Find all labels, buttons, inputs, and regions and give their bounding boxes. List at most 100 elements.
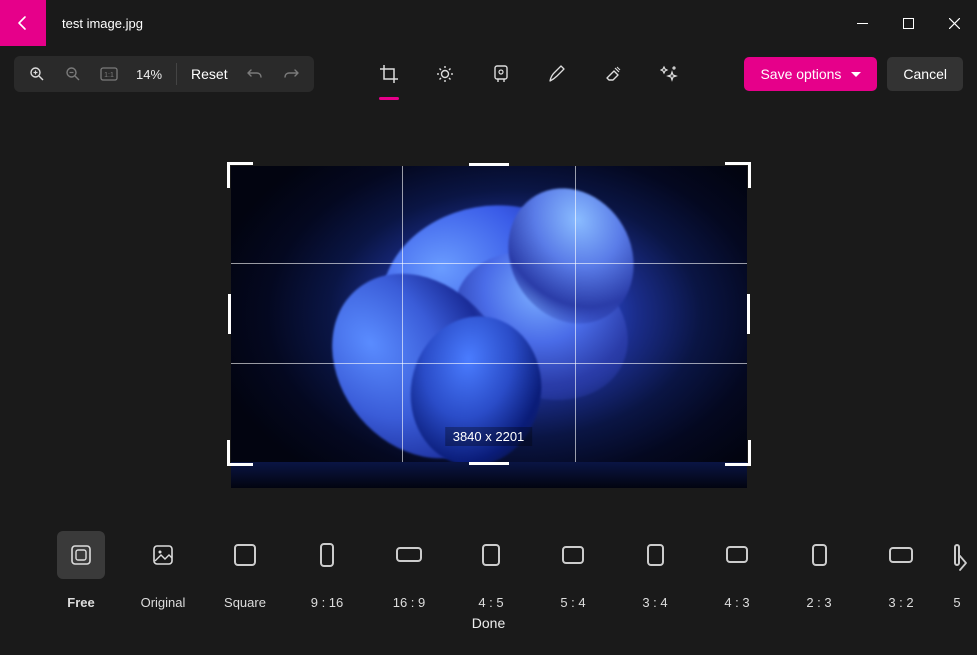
crop-icon: [380, 65, 398, 83]
crop-handle-tr[interactable]: [725, 162, 751, 188]
ratio-4-3[interactable]: 4 : 3: [696, 531, 778, 610]
ratio-icon-wrap: [877, 531, 925, 579]
toolbar: 1:1 14% Reset Save op: [0, 46, 977, 102]
close-button[interactable]: [931, 0, 977, 46]
redo-icon: [283, 66, 299, 82]
eraser-icon: [604, 65, 622, 83]
arrow-left-icon: [15, 15, 31, 31]
fit-icon: 1:1: [100, 67, 118, 81]
ratio-icon-wrap: [221, 531, 269, 579]
image-icon: [152, 544, 174, 566]
ratio-icon-wrap: [57, 531, 105, 579]
ratio-icon-wrap: [549, 531, 597, 579]
markup-tool[interactable]: [539, 54, 575, 94]
ratio-icon-wrap: [303, 531, 351, 579]
chevron-right-icon: [957, 553, 969, 573]
filter-icon: [493, 65, 509, 83]
ratio-16-9[interactable]: 16 : 9: [368, 531, 450, 610]
cancel-button[interactable]: Cancel: [887, 57, 963, 91]
zoom-in-button[interactable]: [20, 57, 54, 91]
aspect-ratio-strip: Free Original Square 9 : 16 16 : 9 4 : 5 5 : 4…: [0, 525, 977, 615]
ratio-shape-icon: [562, 546, 584, 564]
minimize-button[interactable]: [839, 0, 885, 46]
ratio-shape-icon: [647, 544, 664, 566]
ratio-shape-icon: [234, 544, 256, 566]
ratio-icon-wrap: [385, 531, 433, 579]
undo-icon: [247, 66, 263, 82]
crop-handle-top[interactable]: [469, 163, 509, 166]
background-tool[interactable]: [651, 54, 687, 94]
file-name: test image.jpg: [46, 0, 839, 46]
ratio-4-5[interactable]: 4 : 5: [450, 531, 532, 610]
back-button[interactable]: [0, 0, 46, 46]
ratio-label: Original: [141, 595, 186, 610]
filter-tool[interactable]: [483, 54, 519, 94]
ratio-shape-icon: [889, 547, 913, 563]
ratio-icon-wrap: [631, 531, 679, 579]
ratio-label: Square: [224, 595, 266, 610]
ratio-shape-icon: [482, 544, 500, 566]
crop-frame[interactable]: 3840 x 2201: [229, 164, 749, 464]
crop-dimensions: 3840 x 2201: [445, 427, 533, 446]
chevron-down-icon: [851, 72, 861, 77]
window-controls: [839, 0, 977, 46]
grid-line: [231, 263, 747, 264]
ratio-label: 16 : 9: [393, 595, 426, 610]
zoom-percent: 14%: [128, 67, 170, 82]
reset-button[interactable]: Reset: [183, 66, 236, 82]
svg-text:1:1: 1:1: [104, 72, 114, 79]
ratio-shape-icon: [812, 544, 827, 566]
redo-button[interactable]: [274, 57, 308, 91]
free-icon: [70, 544, 92, 566]
image-preview: [231, 166, 747, 462]
zoom-in-icon: [29, 66, 45, 82]
scroll-right-button[interactable]: [957, 553, 969, 573]
ratio-shape-icon: [396, 547, 422, 562]
brightness-icon: [436, 65, 454, 83]
cancel-label: Cancel: [903, 66, 947, 82]
crop-handle-bottom[interactable]: [469, 462, 509, 465]
adjust-tool[interactable]: [427, 54, 463, 94]
done-label: Done: [472, 615, 505, 631]
ratio-label: 9 : 16: [311, 595, 344, 610]
image-overflow: [231, 462, 747, 488]
ratio-label: 5 : 4: [560, 595, 585, 610]
ratio-3-2[interactable]: 3 : 2: [860, 531, 942, 610]
maximize-button[interactable]: [885, 0, 931, 46]
save-options-button[interactable]: Save options: [744, 57, 877, 91]
ratio-icon-wrap: [467, 531, 515, 579]
erase-tool[interactable]: [595, 54, 631, 94]
undo-button[interactable]: [238, 57, 272, 91]
crop-handle-left[interactable]: [228, 294, 231, 334]
zoom-out-button[interactable]: [56, 57, 90, 91]
crop-handle-br[interactable]: [725, 440, 751, 466]
ratio-free[interactable]: Free: [40, 531, 122, 610]
grid-line: [402, 166, 403, 462]
crop-handle-right[interactable]: [747, 294, 750, 334]
ratio-label: 3 : 2: [888, 595, 913, 610]
crop-handle-tl[interactable]: [227, 162, 253, 188]
titlebar: test image.jpg: [0, 0, 977, 46]
sparkle-icon: [660, 65, 678, 83]
crop-handle-bl[interactable]: [227, 440, 253, 466]
ratio-label: 3 : 4: [642, 595, 667, 610]
ratio-9-16[interactable]: 9 : 16: [286, 531, 368, 610]
ratio-5-4[interactable]: 5 : 4: [532, 531, 614, 610]
ratio-icon-wrap: [795, 531, 843, 579]
ratio-label: 4 : 5: [478, 595, 503, 610]
edit-tools: [320, 54, 739, 94]
ratio-original[interactable]: Original: [122, 531, 204, 610]
ratio-label: 5: [953, 595, 960, 610]
ratio-label: 4 : 3: [724, 595, 749, 610]
fit-button[interactable]: 1:1: [92, 57, 126, 91]
maximize-icon: [903, 18, 914, 29]
crop-tool[interactable]: [371, 54, 407, 94]
zoom-out-icon: [65, 66, 81, 82]
done-button[interactable]: Done: [0, 615, 977, 655]
ratio-icon-wrap: [713, 531, 761, 579]
ratio-square[interactable]: Square: [204, 531, 286, 610]
ratio-icon-wrap: [139, 531, 187, 579]
ratio-icon-wrap: [933, 531, 977, 579]
ratio-2-3[interactable]: 2 : 3: [778, 531, 860, 610]
ratio-3-4[interactable]: 3 : 4: [614, 531, 696, 610]
